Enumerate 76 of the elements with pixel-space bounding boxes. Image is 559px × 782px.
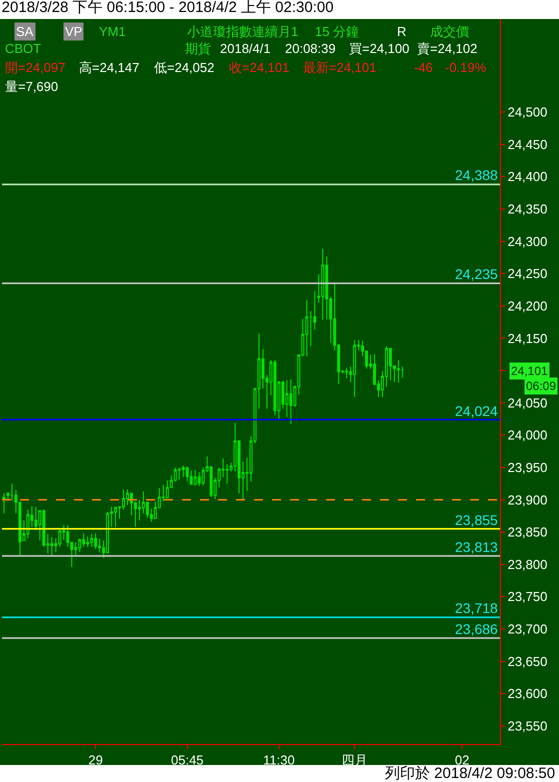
text: 列印於 2018/4/2 09:08:50 xyxy=(385,765,556,782)
y-tick-label: 23,950 xyxy=(508,460,548,475)
y-tick-label: 24,050 xyxy=(508,395,548,410)
annotation: CBOT xyxy=(5,41,42,56)
candlestick xyxy=(289,379,292,425)
annotation: 量=7,690 xyxy=(5,79,58,94)
annotation: 最新=24,101 xyxy=(303,60,376,75)
annotation: 買=24,100 xyxy=(349,41,410,56)
ref-line-label: 24,235 xyxy=(455,266,498,282)
annotation: 高=24,147 xyxy=(79,60,140,75)
ref-line-label: 24,388 xyxy=(455,167,498,183)
candlestick xyxy=(321,248,324,321)
annotation: VP xyxy=(65,24,82,39)
candlestick xyxy=(182,465,185,478)
ref-line-label: 23,686 xyxy=(455,621,498,637)
x-tick-label: 29 xyxy=(88,752,103,768)
y-tick-label: 23,600 xyxy=(508,686,548,702)
annotation: 低=24,052 xyxy=(154,60,214,75)
y-tick-label: 24,300 xyxy=(508,234,548,249)
candlestick xyxy=(114,506,118,528)
candlestick xyxy=(353,340,356,398)
candlestick xyxy=(94,532,98,550)
annotation: YM1 xyxy=(99,24,126,39)
annotation: 20:08:39 xyxy=(285,41,336,56)
chart-title: 2018/3/28 下午 06:15:00 - 2018/4/2 上午 02:30:00 xyxy=(2,0,334,16)
text: 06:09 xyxy=(526,379,556,393)
candlestick xyxy=(26,508,30,538)
ref-line-label: 23,813 xyxy=(455,539,498,555)
y-tick-label: 23,900 xyxy=(508,492,548,508)
annotation: 期貨 xyxy=(185,41,211,56)
candlestick xyxy=(305,300,308,357)
annotation: 15 分鐘 xyxy=(315,24,360,39)
y-tick-label: 24,200 xyxy=(508,298,548,314)
x-tick-label: 02 xyxy=(454,752,470,768)
y-tick-label: 24,500 xyxy=(508,104,548,120)
annotation: 成交價 xyxy=(430,24,469,39)
candlestick xyxy=(178,466,181,480)
candlestick xyxy=(186,466,189,482)
candlestick xyxy=(90,534,94,548)
annotation: -0.19% xyxy=(445,60,487,75)
candlestick xyxy=(50,536,54,556)
candlestick xyxy=(2,492,6,514)
y-tick-label: 23,650 xyxy=(508,654,548,669)
annotation: SA xyxy=(16,24,34,39)
y-tick-label: 24,250 xyxy=(508,266,548,282)
annotation: 收=24,101 xyxy=(229,60,290,75)
y-tick-label: 23,850 xyxy=(508,524,548,540)
candlestick xyxy=(345,367,348,379)
y-tick-label: 24,150 xyxy=(508,330,548,346)
candlestick xyxy=(194,470,197,486)
annotation: 小道瓊指數連續月1 xyxy=(187,24,298,39)
y-tick-label: 24,450 xyxy=(508,136,548,152)
x-tick-label: 11:30 xyxy=(263,752,295,768)
candlestick xyxy=(190,470,193,485)
y-tick-label: 23,700 xyxy=(508,622,548,637)
candlestick xyxy=(273,360,276,416)
y-tick-label: 24,400 xyxy=(508,169,548,184)
candlestick xyxy=(198,471,201,487)
x-tick-label: 05:45 xyxy=(170,752,204,768)
y-tick-label: 23,750 xyxy=(508,589,548,604)
annotation: 2018/4/1 xyxy=(220,41,271,56)
annotation: 開=24,097 xyxy=(5,60,66,75)
text: 24,101 xyxy=(511,364,548,378)
ref-line-label: 23,718 xyxy=(455,600,498,616)
candlestick xyxy=(86,536,90,548)
candlestick xyxy=(396,360,400,384)
y-tick-label: 24,000 xyxy=(508,428,548,443)
annotation: -46 xyxy=(414,60,433,75)
ref-line-label: 23,855 xyxy=(455,512,498,528)
y-tick-label: 24,350 xyxy=(508,202,548,217)
annotation: 賣=24,102 xyxy=(417,41,478,56)
y-tick-label: 23,550 xyxy=(508,718,548,734)
ref-line-label: 24,024 xyxy=(455,403,498,419)
candlestick xyxy=(313,290,316,330)
y-tick-label: 23,800 xyxy=(508,556,548,572)
annotation: R xyxy=(397,24,406,39)
